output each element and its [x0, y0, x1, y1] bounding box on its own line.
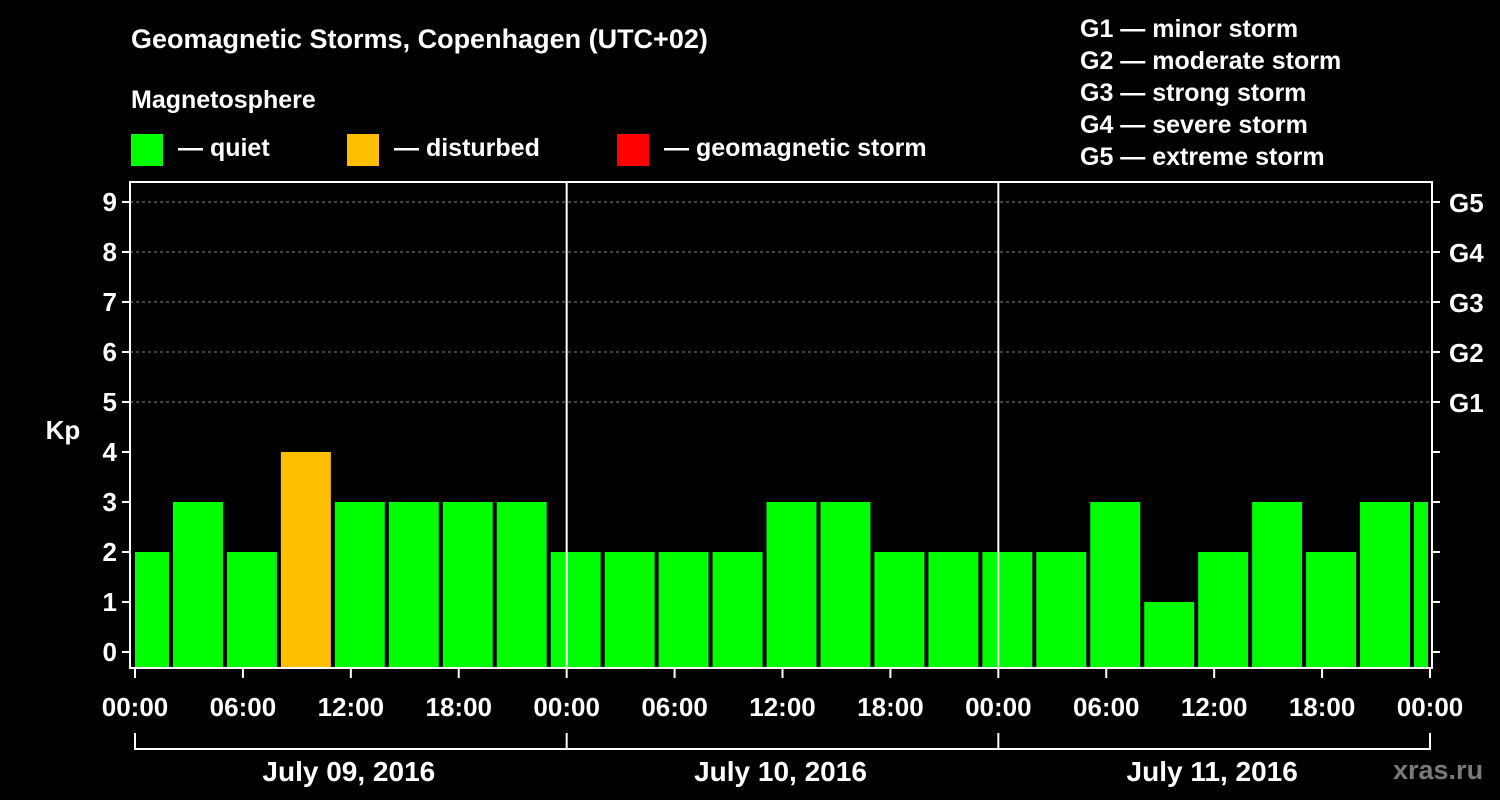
legend-swatch-quiet [131, 134, 163, 166]
magnetosphere-label: Magnetosphere [131, 86, 316, 114]
kp-bar [712, 552, 763, 668]
kp-bar [280, 452, 331, 668]
kp-bar [1036, 552, 1087, 668]
legend-swatch-disturbed [347, 134, 379, 166]
x-tick-label: 12:00 [1181, 692, 1248, 722]
bars-layer [135, 452, 1428, 668]
grid-layer [130, 201, 1432, 403]
axes-layer [122, 181, 1440, 750]
x-tick-label: 06:00 [1073, 692, 1140, 722]
kp-bar [550, 552, 601, 668]
g-scale-label: G1 [1449, 388, 1484, 418]
g-scale-label: G4 [1449, 238, 1484, 268]
x-tick-label: 18:00 [1289, 692, 1356, 722]
kp-bar [982, 552, 1033, 668]
g-scale-label: G3 [1449, 288, 1484, 318]
x-tick-label: 00:00 [533, 692, 600, 722]
kp-bar [334, 502, 385, 668]
kp-bar [658, 552, 709, 668]
storm-scale-g1: G1 — minor storm [1080, 15, 1299, 43]
kp-bar [820, 502, 871, 668]
day-label: July 11, 2016 [1127, 756, 1298, 787]
kp-bar [1414, 502, 1428, 668]
x-tick-label: 18:00 [857, 692, 924, 722]
kp-bar [388, 502, 439, 668]
kp-bar [928, 552, 979, 668]
kp-bar [226, 552, 277, 668]
kp-bar [1306, 552, 1357, 668]
storm-scale-g2: G2 — moderate storm [1080, 47, 1342, 75]
y-tick-label: 9 [103, 187, 117, 217]
labels-layer: 0 1 2 3 4 5 6 7 8 9 Kp G1 G2 G3 G4 G5 00:00 06:00 12:00 18:… [46, 187, 1485, 787]
y-tick-label: 0 [103, 637, 117, 667]
x-tick-label: 06:00 [641, 692, 708, 722]
storm-scale-g3: G3 — strong storm [1080, 79, 1307, 107]
kp-bar [1198, 552, 1249, 668]
x-tick-label: 00:00 [102, 692, 169, 722]
x-tick-label: 00:00 [965, 692, 1032, 722]
legend-label-storm: — geomagnetic storm [664, 134, 927, 162]
y-tick-label: 6 [103, 337, 117, 367]
y-axis-label: Kp [46, 415, 81, 445]
legend-swatch-storm [617, 134, 649, 166]
y-tick-label: 2 [103, 537, 117, 567]
kp-bar [172, 502, 223, 668]
x-tick-label: 12:00 [318, 692, 385, 722]
legend-label-quiet: — quiet [178, 134, 270, 162]
legend-label-disturbed: — disturbed [394, 134, 540, 162]
plot-frame [129, 181, 1433, 669]
g-scale-label: G2 [1449, 338, 1484, 368]
y-tick-label: 1 [103, 587, 117, 617]
kp-bar [1252, 502, 1303, 668]
x-tick-label: 00:00 [1397, 692, 1464, 722]
kp-bar [442, 502, 493, 668]
y-tick-label: 4 [103, 437, 118, 467]
y-tick-label: 3 [103, 487, 117, 517]
y-tick-label: 5 [103, 387, 117, 417]
x-tick-label: 06:00 [210, 692, 277, 722]
kp-bar [874, 552, 925, 668]
chart-title: Geomagnetic Storms, Copenhagen (UTC+02) [131, 24, 708, 54]
day-label: July 09, 2016 [262, 756, 435, 787]
kp-bar [604, 552, 655, 668]
watermark: xras.ru [1393, 755, 1484, 785]
kp-bar [496, 502, 547, 668]
kp-bar [1360, 502, 1411, 668]
x-tick-label: 18:00 [426, 692, 493, 722]
day-label: July 10, 2016 [694, 756, 867, 787]
kp-bar [1144, 602, 1195, 668]
y-tick-label: 7 [103, 287, 117, 317]
y-tick-label: 8 [103, 237, 117, 267]
kp-bar [135, 552, 169, 668]
g-scale-label: G5 [1449, 188, 1484, 218]
kp-bar [1090, 502, 1141, 668]
storm-scale-g5: G5 — extreme storm [1080, 143, 1325, 171]
kp-bar [766, 502, 817, 668]
storm-scale-g4: G4 — severe storm [1080, 111, 1308, 139]
x-tick-label: 12:00 [749, 692, 816, 722]
